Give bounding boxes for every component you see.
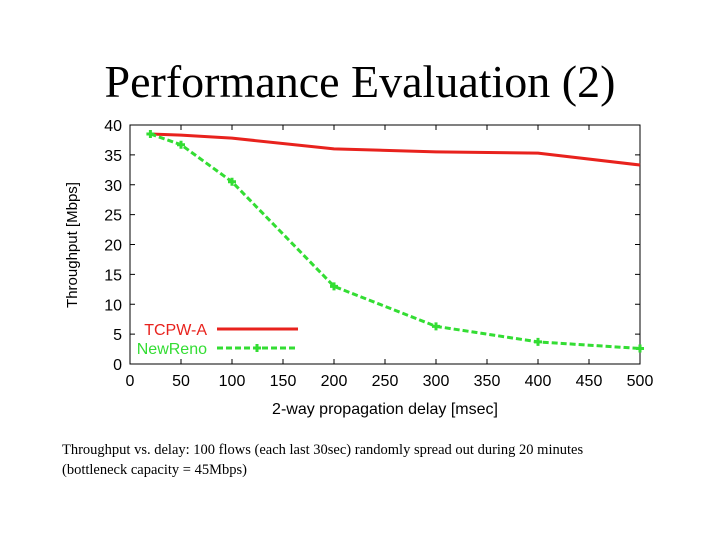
y-tick-label: 0 — [113, 357, 122, 374]
y-tick-label: 40 — [104, 118, 122, 135]
x-tick-label: 150 — [270, 373, 297, 390]
data-point — [432, 322, 440, 331]
series-tcpw-a — [150, 132, 641, 167]
x-axis: 0 50 100 150 200 250 300 350 400 450 500 — [126, 125, 654, 390]
y-tick-label: 10 — [104, 297, 122, 314]
x-tick-label: 250 — [372, 373, 399, 390]
x-tick-label: 500 — [627, 373, 654, 390]
series-layer — [146, 129, 644, 353]
data-point — [228, 177, 236, 186]
y-tick-label: 15 — [104, 267, 122, 284]
series-line — [150, 132, 641, 167]
legend-label: TCPW-A — [144, 322, 207, 339]
series-newreno — [146, 129, 644, 353]
y-axis: 0 5 10 15 20 25 30 35 40 — [104, 118, 640, 374]
x-tick-label: 50 — [172, 373, 190, 390]
data-point — [177, 140, 185, 149]
caption-line-1: Throughput vs. delay: 100 flows (each la… — [62, 442, 584, 458]
x-tick-label: 0 — [126, 373, 135, 390]
y-axis-label: Throughput [Mbps] — [64, 182, 81, 308]
x-tick-label: 400 — [525, 373, 552, 390]
y-tick-label: 20 — [104, 238, 122, 255]
throughput-chart: 0 5 10 15 20 25 30 35 40 0 50 100 150 200 250 300 350 40… — [64, 118, 654, 418]
caption: Throughput vs. delay: 100 flows (each la… — [62, 440, 702, 480]
data-point — [534, 337, 542, 346]
series-line — [149, 132, 641, 350]
x-tick-label: 350 — [474, 373, 501, 390]
y-tick-label: 25 — [104, 208, 122, 225]
legend-label: NewReno — [137, 341, 207, 358]
slide-title: Performance Evaluation (2) — [104, 56, 616, 107]
x-tick-label: 450 — [576, 373, 603, 390]
y-tick-label: 30 — [104, 178, 122, 195]
x-tick-label: 200 — [321, 373, 348, 390]
data-point — [146, 129, 155, 138]
y-tick-label: 5 — [113, 327, 122, 344]
x-tick-label: 300 — [423, 373, 450, 390]
x-axis-label: 2-way propagation delay [msec] — [272, 401, 498, 418]
legend: TCPW-A NewReno — [137, 322, 298, 358]
data-point — [330, 282, 338, 291]
legend-marker — [253, 344, 261, 352]
caption-line-2: (bottleneck capacity = 45Mbps) — [62, 462, 247, 478]
data-point — [636, 344, 644, 353]
x-tick-label: 100 — [219, 373, 246, 390]
y-tick-label: 35 — [104, 148, 122, 165]
